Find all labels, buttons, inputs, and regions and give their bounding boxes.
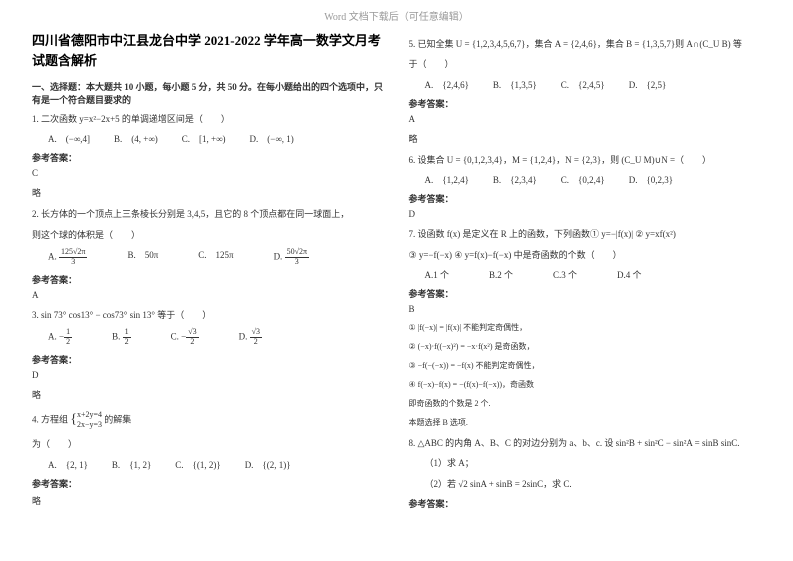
q8-ans-label: 参考答案：: [409, 497, 762, 510]
q4-opt-a: A. {2, 1}: [48, 458, 88, 471]
q7-opt-d: D.4 个: [617, 268, 642, 281]
left-column: 四川省德阳市中江县龙台中学 2021-2022 学年高一数学文月考试题含解析 一…: [20, 31, 397, 515]
q3d-label: D.: [239, 332, 248, 342]
q7-opt-c: C.3 个: [553, 268, 577, 281]
q3a-den: 2: [64, 338, 72, 347]
q4-opt-c: C. {(1, 2)}: [175, 458, 220, 471]
q8-sub2: （2）若 √2 sinA + sinB = 2sinC，求 C.: [425, 477, 762, 491]
q2-text2: 则这个球的体积是（ ）: [32, 228, 385, 242]
q6-t: 6. 设集合 U = {0,1,2,3,4}，M = {1,2,4}，N = {…: [409, 155, 712, 165]
q2-opt-b: B. 50π: [127, 248, 158, 267]
q6-opt-a: A. {1,2,4}: [425, 173, 469, 186]
q4-text: 4. 方程组 {x+2y=42x−y=3 的解集: [32, 409, 385, 431]
q4-eq1: x+2y=4: [77, 410, 102, 419]
q6-ans-label: 参考答案：: [409, 192, 762, 205]
q2-opt-d: D. 50√2π3: [274, 248, 309, 267]
q2-opt-c: C. 125π: [198, 248, 233, 267]
q2-opta-label: A.: [48, 252, 57, 262]
q4-t1: 4. 方程组: [32, 414, 68, 424]
q7-l5: 即奇函数的个数是 2 个.: [409, 398, 762, 409]
q6-opt-b: B. {2,3,4}: [493, 173, 537, 186]
doc-title: 四川省德阳市中江县龙台中学 2021-2022 学年高一数学文月考试题含解析: [32, 31, 385, 70]
q7-l6: 本题选择 B 选项.: [409, 417, 762, 428]
q6-opt-c: C. {0,2,4}: [561, 173, 605, 186]
q2-text: 2. 长方体的一个顶点上三条棱长分别是 3,4,5，且它的 8 个顶点都在同一球…: [32, 207, 385, 221]
q8-text: 8. △ABC 的内角 A、B、C 的对边分别为 a、b、c. 设 sin²B …: [409, 436, 762, 450]
q8-sub1: （1）求 A；: [425, 456, 762, 470]
q5-text2: 于（ ）: [409, 57, 762, 71]
q5-text: 5. 已知全集 U = {1,2,3,4,5,6,7}，集合 A = {2,4,…: [409, 37, 762, 51]
q5-opt-c: C. {2,4,5}: [561, 78, 605, 91]
q1-options: A. (−∞,4] B. (4, +∞) C. [1, +∞) D. (−∞, …: [48, 132, 385, 145]
q4-options: A. {2, 1} B. {1, 2} C. {(1, 2)} D. {(2, …: [48, 458, 385, 471]
q2-optd-den: 3: [285, 258, 309, 267]
q5-ans-label: 参考答案：: [409, 97, 762, 110]
q7-text: 7. 设函数 f(x) 是定义在 R 上的函数，下列函数① y=−|f(x)| …: [409, 227, 762, 241]
q3-opt-b: B. 12: [112, 328, 131, 347]
q2-options: A. 125√2π3 B. 50π C. 125π D. 50√2π3: [48, 248, 385, 267]
doc-header: Word 文档下载后（可任意编辑）: [0, 0, 793, 31]
q5-ans: A: [409, 114, 762, 124]
q4-note: 略: [32, 494, 385, 507]
q5-note: 略: [409, 132, 762, 145]
q1-opt-c: C. [1, +∞): [182, 132, 226, 145]
doc-content: 四川省德阳市中江县龙台中学 2021-2022 学年高一数学文月考试题含解析 一…: [0, 31, 793, 515]
q3-ans-label: 参考答案：: [32, 353, 385, 366]
q7-options: A.1 个 B.2 个 C.3 个 D.4 个: [425, 268, 762, 281]
q7-l2: ② (−x)·f((−x)²) = −x·f(x²) 是奇函数，: [409, 341, 762, 352]
q1-ans: C: [32, 168, 385, 178]
q3-text: 3. sin 73° cos13° − cos73° sin 13° 等于（ ）: [32, 308, 385, 322]
q1-opt-b: B. (4, +∞): [114, 132, 158, 145]
q5-opt-a: A. {2,4,6}: [425, 78, 469, 91]
q4-opt-b: B. {1, 2}: [112, 458, 151, 471]
section-1-header: 一、选择题：本大题共 10 小题，每小题 5 分，共 50 分。在每小题给出的四…: [32, 80, 385, 106]
q3c-label: C.: [171, 332, 179, 342]
q2-opt-a: A. 125√2π3: [48, 248, 87, 267]
q7-ans: B: [409, 304, 762, 314]
q4-opt-d: D. {(2, 1)}: [245, 458, 291, 471]
q1-ans-label: 参考答案：: [32, 151, 385, 164]
q1-opt-a: A. (−∞,4]: [48, 132, 90, 145]
q3b-den: 2: [123, 338, 131, 347]
right-column: 5. 已知全集 U = {1,2,3,4,5,6,7}，集合 A = {2,4,…: [397, 31, 774, 515]
q5-opt-d: D. {2,5}: [629, 78, 667, 91]
q3-opt-a: A. −12: [48, 328, 72, 347]
q7-ans-label: 参考答案：: [409, 287, 762, 300]
q3d-den: 2: [250, 338, 262, 347]
q2-ans-label: 参考答案：: [32, 273, 385, 286]
q1-opt-d: D. (−∞, 1): [250, 132, 294, 145]
q1-text: 1. 二次函数 y=x²−2x+5 的单调递增区间是（ ）: [32, 112, 385, 126]
q6-options: A. {1,2,4} B. {2,3,4} C. {0,2,4} D. {0,2…: [425, 173, 762, 186]
q7-text2: ③ y=−f(−x) ④ y=f(x)−f(−x) 中是奇函数的个数（ ）: [409, 248, 762, 262]
q3c-den: 2: [186, 338, 198, 347]
q3-options: A. −12 B. 12 C. −√32 D. √32: [48, 328, 385, 347]
q2-optd-label: D.: [274, 252, 283, 262]
q3-note: 略: [32, 388, 385, 401]
q4-t2: 的解集: [104, 414, 131, 424]
q4-text3: 为（ ）: [32, 437, 385, 451]
q4-ans-label: 参考答案：: [32, 477, 385, 490]
q2-opta-den: 3: [59, 258, 87, 267]
q7-opt-b: B.2 个: [489, 268, 513, 281]
brace-icon: {: [70, 412, 77, 427]
q7-l4: ④ f(−x)−f(x) = −(f(x)−f(−x))，奇函数: [409, 379, 762, 390]
q3-ans: D: [32, 370, 385, 380]
q7-l1: ① |f(−x)| = |f(x)| 不能判定奇偶性，: [409, 322, 762, 333]
q3b-label: B.: [112, 332, 120, 342]
q1-note: 略: [32, 186, 385, 199]
q4-eq2: 2x−y=3: [77, 420, 102, 429]
q3-opt-d: D. √32: [239, 328, 262, 347]
q3-opt-c: C. −√32: [171, 328, 199, 347]
q5-options: A. {2,4,6} B. {1,3,5} C. {2,4,5} D. {2,5…: [425, 78, 762, 91]
q6-opt-d: D. {0,2,3}: [629, 173, 673, 186]
q3a-label: A.: [48, 332, 57, 342]
q5-opt-b: B. {1,3,5}: [493, 78, 537, 91]
q7-opt-a: A.1 个: [425, 268, 450, 281]
q2-ans: A: [32, 290, 385, 300]
q6-ans: D: [409, 209, 762, 219]
q6-text: 6. 设集合 U = {0,1,2,3,4}，M = {1,2,4}，N = {…: [409, 153, 762, 167]
q7-l3: ③ −f(−(−x)) = −f(x) 不能判定奇偶性，: [409, 360, 762, 371]
